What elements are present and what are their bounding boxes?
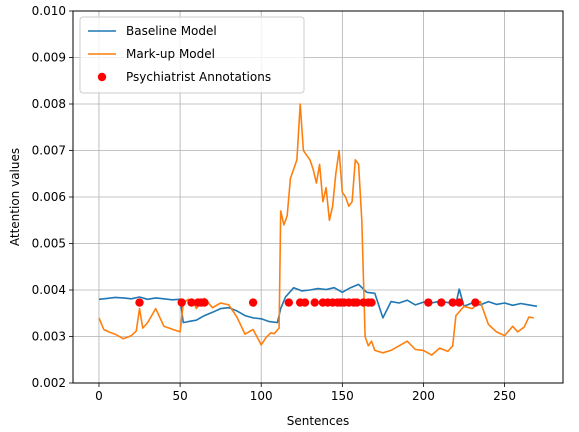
annotation-point: [310, 298, 319, 307]
x-tick-label: 0: [95, 389, 103, 403]
y-tick-label: 0.008: [32, 97, 66, 111]
y-tick-label: 0.010: [32, 4, 66, 18]
y-tick-label: 0.007: [32, 144, 66, 158]
annotation-point: [187, 298, 196, 307]
annotation-point: [424, 298, 433, 307]
legend-swatch-annotations: [97, 72, 107, 82]
annotation-point: [471, 298, 480, 307]
annotation-point: [200, 298, 209, 307]
legend-label-markup: Mark-up Model: [126, 47, 215, 61]
x-tick-label: 100: [250, 389, 273, 403]
annotation-point: [177, 298, 186, 307]
y-tick-label: 0.004: [32, 283, 66, 297]
markup-model-line: [98, 103, 534, 356]
legend-label-baseline: Baseline Model: [126, 24, 217, 38]
x-tick-label: 200: [412, 389, 435, 403]
x-tick-label: 50: [172, 389, 187, 403]
legend: Baseline Model Mark-up Model Psychiatris…: [79, 16, 305, 94]
legend-label-annotations: Psychiatrist Annotations: [126, 70, 271, 84]
y-tick-label: 0.009: [32, 51, 66, 65]
y-tick-label: 0.002: [32, 376, 66, 390]
x-tick-label: 250: [493, 389, 516, 403]
annotation-point: [454, 298, 464, 307]
annotation-point: [284, 298, 293, 307]
baseline-model-line: [98, 283, 538, 324]
y-axis-label: Attention values: [8, 148, 22, 246]
axis-ticks: 0 50 100 150 200 250 0.002 0.003 0.004 0.005 0.006…: [32, 4, 516, 403]
annotation-point: [448, 298, 457, 307]
annotation-point: [367, 298, 376, 307]
legend-box: [79, 16, 305, 94]
x-axis-label: Sentences: [287, 414, 350, 428]
annotation-point: [437, 298, 446, 307]
y-tick-label: 0.003: [32, 330, 66, 344]
annotation-point: [300, 298, 310, 307]
y-tick-label: 0.005: [32, 237, 66, 251]
annotation-point: [135, 298, 144, 307]
annotation-point: [248, 298, 258, 307]
annotation-point: [352, 298, 362, 307]
plot-series: [98, 103, 538, 356]
y-tick-label: 0.006: [32, 190, 66, 204]
x-tick-label: 150: [331, 389, 354, 403]
